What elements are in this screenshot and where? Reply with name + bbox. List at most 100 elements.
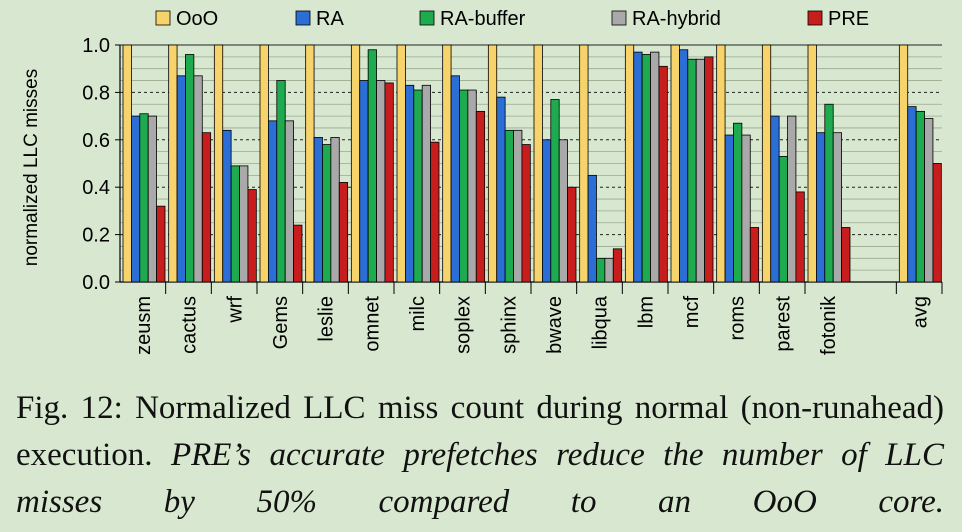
bar-ooo-soplex xyxy=(442,44,452,283)
bar-ra-hybrid-fotonik xyxy=(832,132,843,283)
y-tick-label: 0.6 xyxy=(82,130,110,152)
bar-ooo-cactus xyxy=(168,44,178,283)
bar-ra-hybrid-cactus xyxy=(193,75,203,283)
x-tick-label-roms: roms xyxy=(727,296,749,340)
bar-pre-omnet xyxy=(384,82,394,283)
bar-pre-wrf xyxy=(247,189,257,283)
y-tick-label: 0.8 xyxy=(82,82,110,104)
bar-ra-buffer-milc xyxy=(413,89,423,283)
bar-ra-hybrid-parest xyxy=(787,115,797,283)
x-tick-label-gems: Gems xyxy=(270,296,292,349)
caption-label: Fig. 12: xyxy=(16,390,123,426)
x-tick-label-cactus: cactus xyxy=(179,296,201,354)
y-tick-label: 0.4 xyxy=(82,177,110,199)
x-tick-label-sphinx: sphinx xyxy=(498,296,520,354)
bar-pre-parest xyxy=(795,191,805,283)
bar-pre-leslie xyxy=(338,182,349,283)
legend-swatch-pre xyxy=(807,10,823,26)
bar-ra-hybrid-omnet xyxy=(376,80,386,283)
bar-ra-bwave xyxy=(542,139,552,283)
bar-ooo-bwave xyxy=(533,44,543,283)
x-tick-label-soplex: soplex xyxy=(453,296,475,354)
x-tick-label-zeusm: zeusm xyxy=(133,296,155,355)
bar-ra-buffer-fotonik xyxy=(824,103,834,283)
bar-ra-zeusm xyxy=(130,115,141,283)
bar-ooo-zeusm xyxy=(122,44,132,283)
bar-ra-avg xyxy=(907,106,917,283)
bar-ra-sphinx xyxy=(496,96,506,283)
bar-ra-omnet xyxy=(359,80,369,283)
bar-ra-buffer-libqua xyxy=(596,257,606,283)
caption-text: Normalized LLC miss count during normal … xyxy=(16,390,944,473)
legend-swatch-ooo xyxy=(155,10,171,26)
legend-swatch-ra xyxy=(295,10,311,26)
x-tick-label-avg: avg xyxy=(909,296,931,328)
bar-pre-cactus xyxy=(201,132,212,283)
bar-ra-milc xyxy=(404,84,415,283)
bar-ra-lbm xyxy=(633,51,643,283)
bar-pre-roms xyxy=(749,227,760,283)
bar-ra-hybrid-sphinx xyxy=(513,129,523,283)
bar-ra-buffer-parest xyxy=(778,155,788,283)
bar-ooo-parest xyxy=(761,44,772,283)
bar-ra-buffer-wrf xyxy=(230,165,240,283)
legend-label-ra: RA xyxy=(316,8,344,30)
bar-ra-hybrid-leslie xyxy=(330,137,340,283)
bar-ra-hybrid-roms xyxy=(741,134,751,283)
bar-pre-sphinx xyxy=(521,144,531,283)
bar-ra-buffer-leslie xyxy=(322,144,332,283)
bar-ooo-milc xyxy=(396,44,406,283)
bar-ra-buffer-roms xyxy=(733,122,743,283)
figure-caption: Fig. 12: Normalized LLC miss count durin… xyxy=(16,385,944,526)
bar-ra-hybrid-avg xyxy=(924,118,934,283)
bar-ra-hybrid-libqua xyxy=(604,257,614,283)
bar-ra-hybrid-milc xyxy=(421,84,432,283)
bar-ra-buffer-cactus xyxy=(185,54,195,283)
x-tick-label-leslie: leslie xyxy=(316,296,338,342)
bar-ra-buffer-omnet xyxy=(367,49,377,283)
bar-ooo-libqua xyxy=(579,44,589,283)
bar-ra-roms xyxy=(724,134,734,283)
legend-label-ra-hybrid: RA-hybrid xyxy=(632,8,721,30)
x-tick-label-parest: parest xyxy=(772,296,794,352)
legend-label-pre: PRE xyxy=(828,8,869,30)
x-tick-label-fotonik: fotonik xyxy=(818,295,840,355)
bar-ra-hybrid-zeusm xyxy=(147,115,157,283)
bar-pre-zeusm xyxy=(156,205,166,283)
legend-swatch-ra-hybrid xyxy=(611,10,627,26)
bar-ra-hybrid-wrf xyxy=(239,165,249,283)
bar-ra-leslie xyxy=(313,137,323,283)
x-tick-label-milc: milc xyxy=(407,296,429,332)
bar-ra-hybrid-bwave xyxy=(558,139,569,283)
bar-chart-svg: 0.0 0.2 0.4 0.6 0.8 1.0 normalized LLC misses z… xyxy=(21,8,943,355)
bar-pre-gems xyxy=(293,224,303,283)
bar-pre-lbm xyxy=(658,65,668,283)
bar-ra-buffer-bwave xyxy=(550,99,560,283)
bar-ra-buffer-lbm xyxy=(641,54,651,283)
bar-ra-hybrid-gems xyxy=(284,120,295,283)
x-tick-label-bwave: bwave xyxy=(544,296,566,354)
legend-label-ra-buffer: RA-buffer xyxy=(440,8,526,30)
bar-pre-bwave xyxy=(567,186,577,283)
bar-ooo-omnet xyxy=(350,44,361,283)
bar-pre-libqua xyxy=(612,248,623,283)
bar-ra-parest xyxy=(770,115,780,283)
bar-pre-soplex xyxy=(475,110,486,283)
bar-ra-buffer-soplex xyxy=(459,89,469,283)
bar-ra-buffer-avg xyxy=(915,110,925,283)
chart: 0.0 0.2 0.4 0.6 0.8 1.0 normalized LLC misses z… xyxy=(21,8,943,355)
bar-ooo-mcf xyxy=(670,44,680,283)
bar-ra-buffer-mcf xyxy=(687,58,697,283)
bar-pre-milc xyxy=(430,141,440,283)
bar-ra-fotonik xyxy=(816,132,826,283)
bar-pre-avg xyxy=(932,163,942,283)
y-tick-label: 0.0 xyxy=(82,272,110,294)
bar-ra-libqua xyxy=(587,174,597,283)
bar-ooo-wrf xyxy=(213,44,224,283)
bar-ra-hybrid-lbm xyxy=(650,51,660,283)
bar-pre-mcf xyxy=(704,56,714,283)
legend-label-ooo: OoO xyxy=(176,8,218,30)
bar-ra-buffer-sphinx xyxy=(504,129,514,283)
bar-ooo-leslie xyxy=(305,44,315,283)
bar-ooo-avg xyxy=(898,44,909,283)
